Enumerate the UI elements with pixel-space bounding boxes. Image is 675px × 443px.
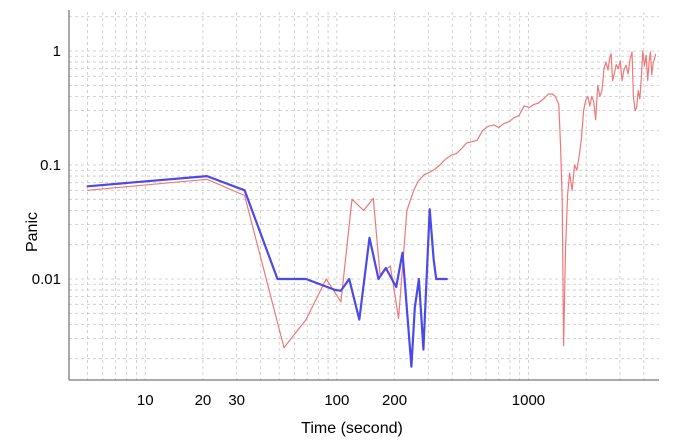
x-tick-label: 200 xyxy=(382,392,407,409)
axes xyxy=(68,10,659,381)
grid xyxy=(68,12,659,380)
y-tick-label: 1 xyxy=(53,43,61,60)
y-tick-label: 0.01 xyxy=(32,271,61,288)
x-axis-label: Time (second) xyxy=(301,420,403,437)
series-line-2 xyxy=(86,175,448,368)
x-tick-label: 1000 xyxy=(512,392,545,409)
series-layer xyxy=(86,50,657,368)
x-tick-label: 30 xyxy=(228,392,245,409)
y-tick-label: 0.1 xyxy=(40,157,61,174)
series-line-1 xyxy=(86,50,657,349)
tick-labels: 10 20 30 100 200 1000 0.01 0.1 1 xyxy=(32,43,545,409)
x-tick-label: 20 xyxy=(195,392,212,409)
x-tick-label: 10 xyxy=(137,392,154,409)
x-tick-label: 100 xyxy=(324,392,349,409)
y-axis-label: Panic xyxy=(24,212,41,252)
